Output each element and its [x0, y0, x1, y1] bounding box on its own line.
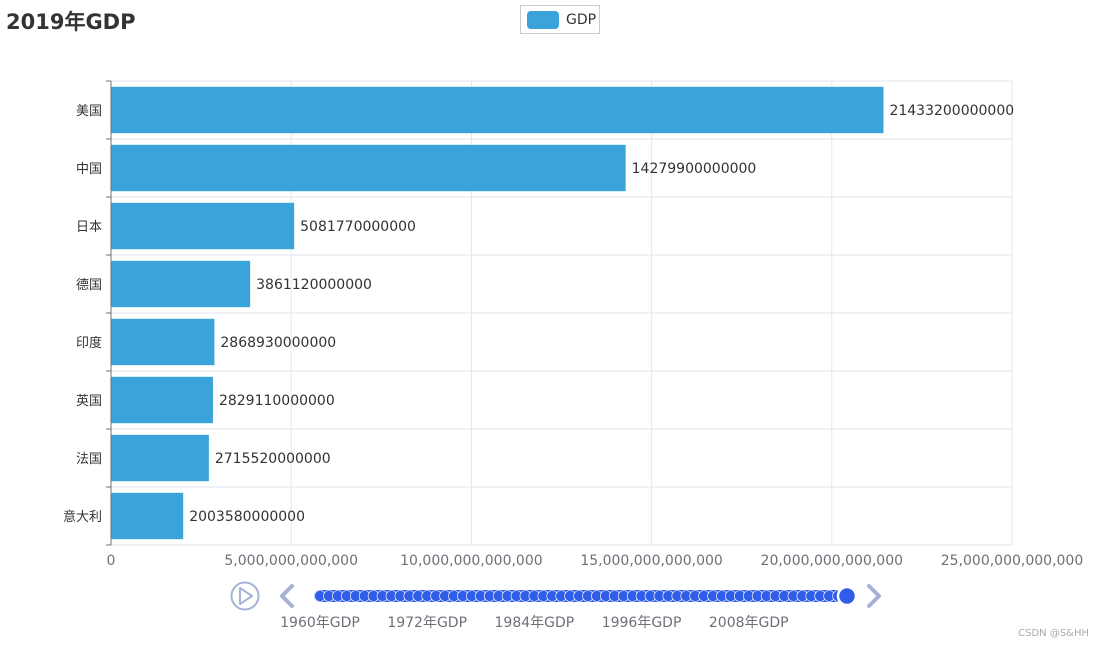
next-arrow-icon[interactable] — [867, 584, 881, 608]
bar[interactable] — [111, 434, 209, 482]
timeline-label[interactable]: 1960年GDP — [280, 615, 360, 631]
bar-value-label: 21433200000000 — [889, 103, 1014, 119]
bar-value-label: 2868930000000 — [220, 335, 336, 351]
x-tick-label: 20,000,000,000,000 — [761, 553, 904, 569]
category-label: 德国 — [76, 278, 102, 293]
bar[interactable] — [111, 260, 251, 308]
play-button-ring — [230, 581, 260, 611]
bar[interactable] — [111, 318, 215, 366]
timeline: 1960年GDP 1972年GDP 1984年GDP 1996年GDP 2008年GDP — [230, 581, 881, 631]
x-tick-label: 5,000,000,000,000 — [224, 553, 358, 569]
x-tick-label: 10,000,000,000,000 — [400, 553, 543, 569]
bars: 21433200000000 14279900000000 508177000000… — [111, 86, 1014, 540]
category-label: 日本 — [76, 220, 102, 235]
bar[interactable] — [111, 376, 213, 424]
timeline-label[interactable]: 1984年GDP — [495, 615, 575, 631]
x-tick-label: 15,000,000,000,000 — [580, 553, 723, 569]
timeline-handle[interactable] — [836, 585, 858, 607]
watermark: CSDN @S&HH — [1018, 628, 1089, 639]
x-tick-label: 25,000,000,000,000 — [941, 553, 1084, 569]
grid-lines — [111, 80, 1013, 546]
timeline-label[interactable]: 2008年GDP — [709, 615, 789, 631]
bar[interactable] — [111, 144, 626, 192]
bar-value-label: 2003580000000 — [189, 509, 305, 525]
category-label: 意大利 — [63, 509, 102, 525]
bar-value-label: 3861120000000 — [256, 277, 372, 293]
timeline-label[interactable]: 1972年GDP — [387, 615, 467, 631]
play-button[interactable] — [230, 581, 260, 611]
bar-value-label: 2715520000000 — [215, 451, 331, 467]
bar[interactable] — [111, 202, 295, 250]
bar-value-label: 14279900000000 — [632, 161, 757, 177]
bar-value-label: 5081770000000 — [300, 219, 416, 235]
bar[interactable] — [111, 86, 884, 134]
category-label: 印度 — [76, 335, 102, 351]
prev-arrow-icon[interactable] — [280, 584, 294, 608]
play-icon — [239, 587, 253, 605]
bar[interactable] — [111, 492, 184, 540]
category-label: 美国 — [76, 104, 102, 119]
category-label: 法国 — [76, 452, 102, 467]
legend-label: GDP — [566, 11, 597, 28]
x-tick-label: 0 — [107, 553, 116, 569]
legend-swatch — [527, 10, 559, 29]
bar-value-label: 2829110000000 — [219, 393, 335, 409]
chart-title: 2019年GDP — [6, 10, 136, 34]
category-label: 英国 — [76, 394, 102, 409]
legend[interactable]: GDP — [520, 5, 600, 34]
timeline-label[interactable]: 1996年GDP — [602, 615, 682, 631]
category-label: 中国 — [76, 162, 102, 177]
